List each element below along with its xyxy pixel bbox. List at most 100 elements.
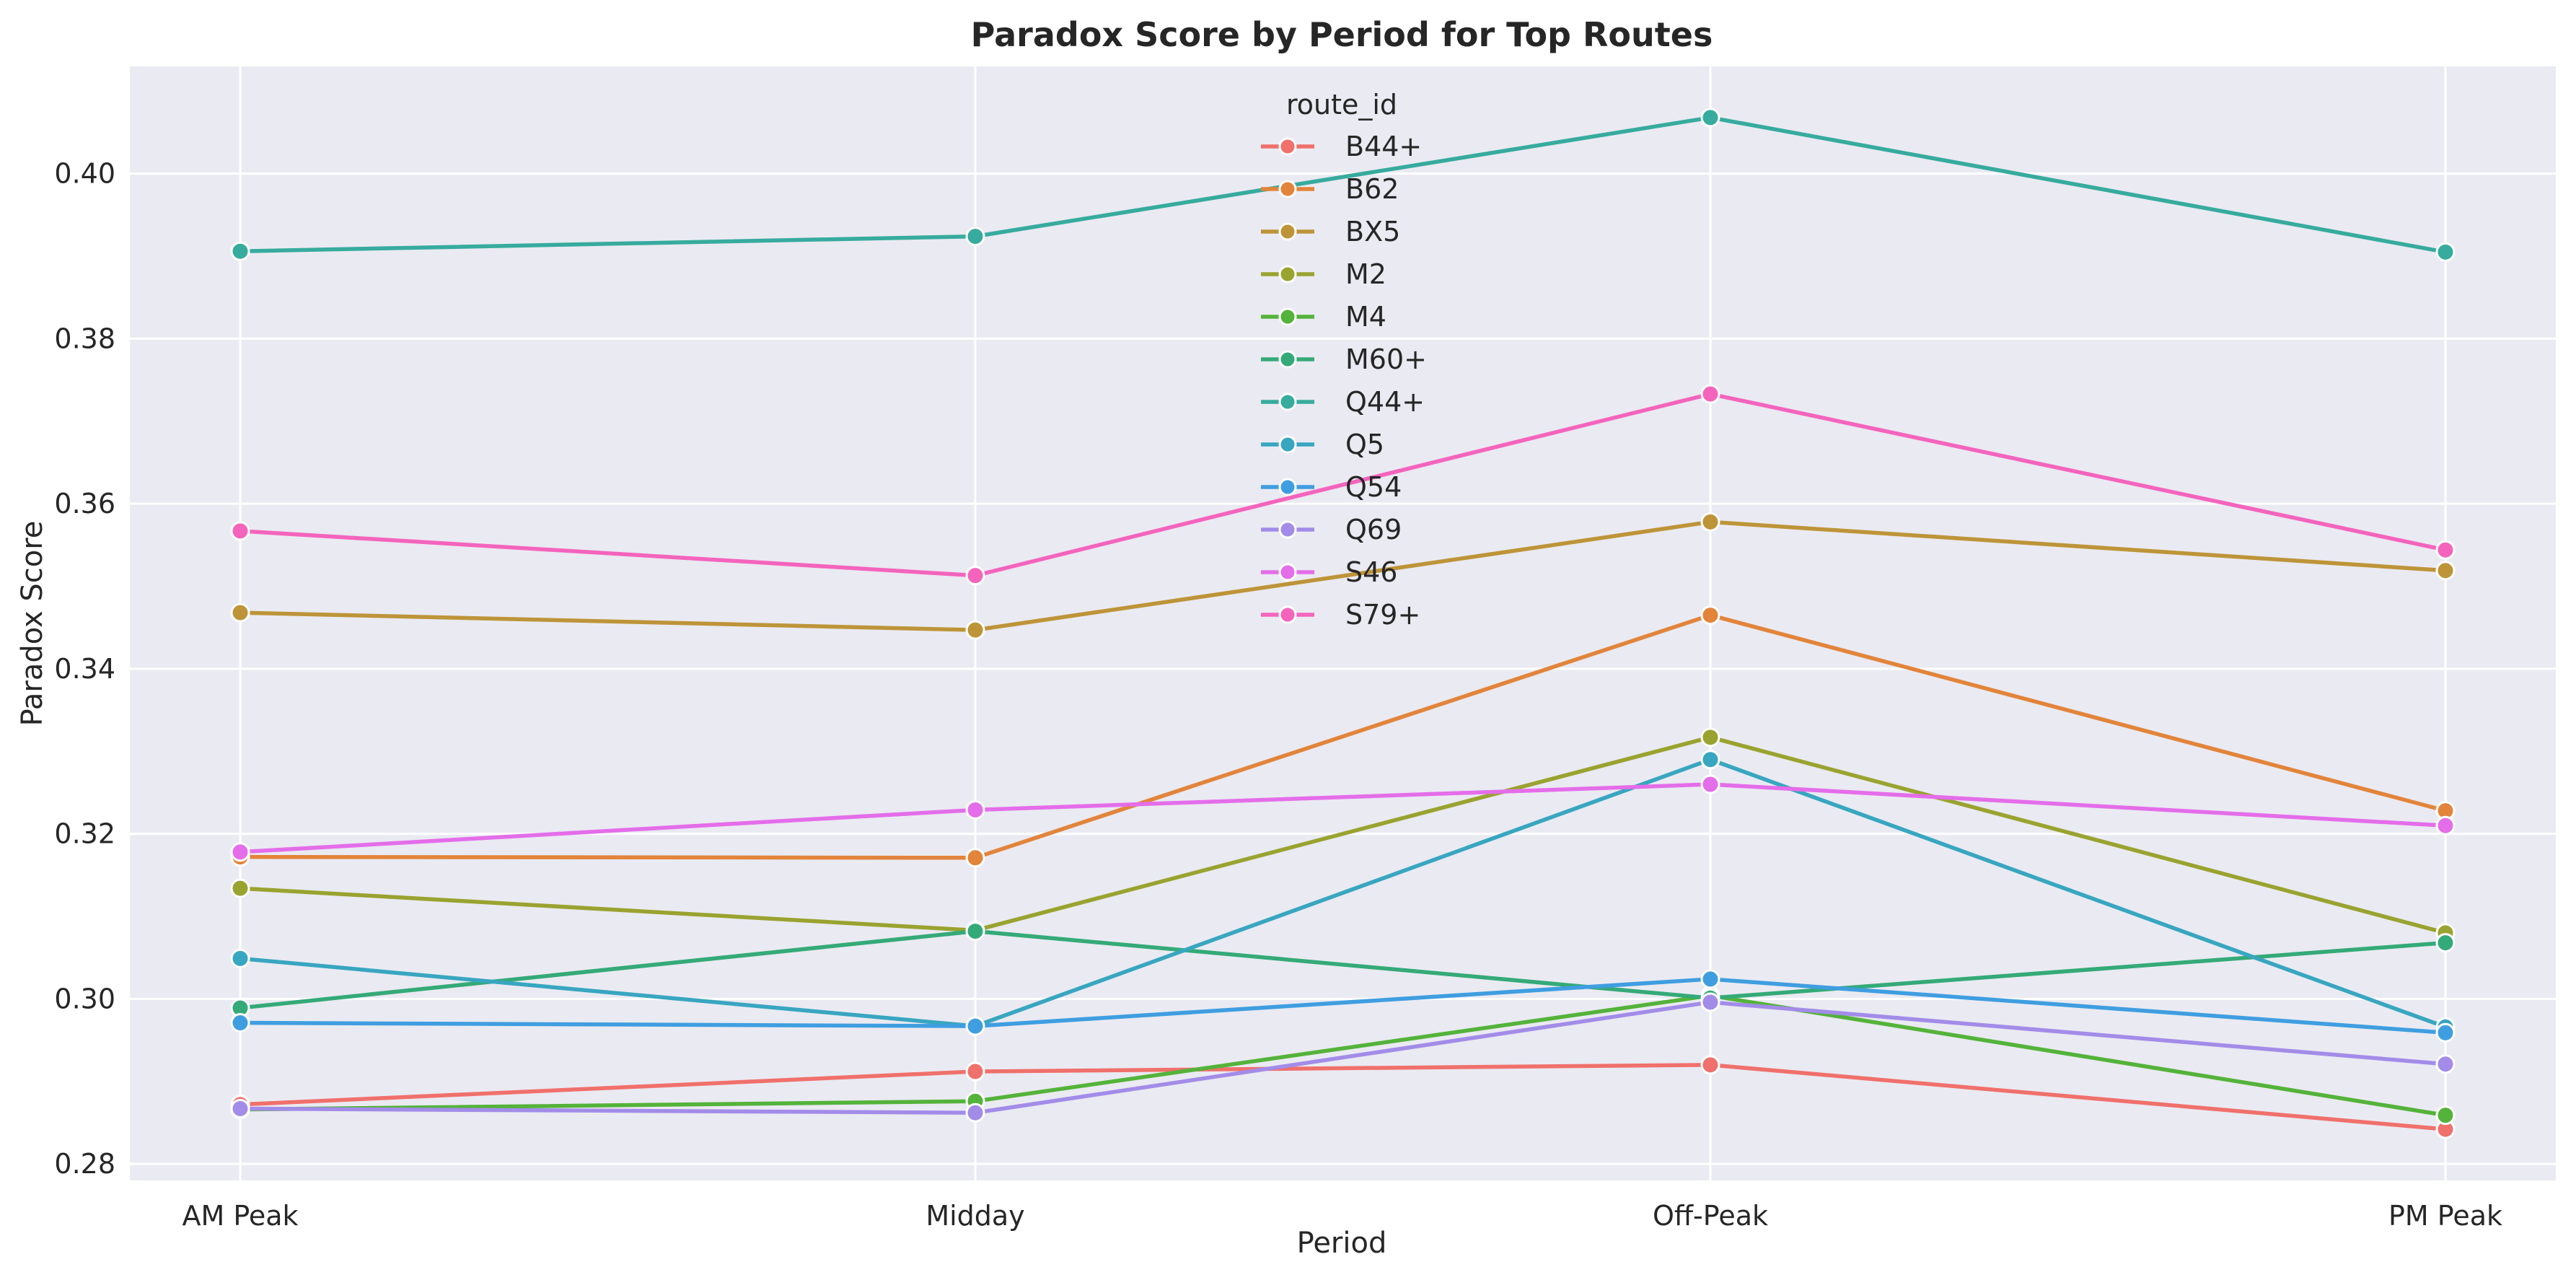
data-point (1700, 512, 1720, 532)
y-tick-label: 0.30 (54, 983, 115, 1014)
legend: route_id B44+ B62 BX5 M2 M4 M60+ Q44+ Q5 Q54 Q69 S… (1261, 89, 1427, 631)
data-point (965, 1016, 985, 1036)
legend-title: route_id (1286, 89, 1397, 120)
legend-label: S79+ (1345, 599, 1420, 631)
legend-item: S79+ (1261, 599, 1420, 631)
data-point (2435, 242, 2456, 262)
legend-item: B44+ (1261, 131, 1422, 162)
data-point (2435, 540, 2456, 560)
data-point (965, 1103, 985, 1123)
legend-item: Q54 (1261, 471, 1402, 503)
data-point (965, 620, 985, 640)
data-point (965, 921, 985, 942)
series-lines (230, 108, 2456, 1139)
data-point (1700, 774, 1720, 794)
legend-item: Q5 (1261, 429, 1384, 460)
legend-label: Q5 (1345, 429, 1384, 460)
data-point (2435, 933, 2456, 953)
legend-item: BX5 (1261, 216, 1400, 247)
legend-label: B62 (1345, 173, 1399, 205)
legend-label: S46 (1345, 556, 1397, 588)
legend-swatch-marker (1278, 478, 1297, 496)
data-point (2435, 1054, 2456, 1074)
legend-item: Q44+ (1261, 386, 1425, 418)
data-point (230, 241, 250, 261)
data-point (2435, 1022, 2456, 1043)
chart-title: Paradox Score by Period for Top Routes (971, 15, 1713, 54)
legend-swatch-marker (1278, 435, 1297, 454)
legend-label: Q69 (1345, 514, 1402, 545)
legend-swatch-marker (1278, 350, 1297, 369)
data-point (1700, 969, 1720, 989)
data-point (230, 1098, 250, 1118)
series-q44- (230, 108, 2456, 262)
series-line (238, 782, 2448, 854)
data-point (230, 521, 250, 541)
series-line (238, 735, 2448, 935)
x-axis-ticks: AM Peak Midday Off-Peak PM Peak (182, 1200, 2502, 1232)
legend-swatch-marker (1278, 520, 1297, 539)
x-tick-label: Midday (926, 1200, 1024, 1232)
data-point (2435, 1105, 2456, 1126)
data-point (2435, 815, 2456, 836)
legend-item: S46 (1261, 556, 1397, 588)
series-line (238, 757, 2448, 1030)
y-tick-label: 0.28 (54, 1148, 115, 1180)
legend-swatch-marker (1278, 137, 1297, 156)
data-point (230, 948, 250, 968)
data-point (1700, 750, 1720, 770)
legend-swatch-marker (1278, 307, 1297, 326)
data-point (1700, 727, 1720, 748)
legend-swatch-marker (1278, 265, 1297, 284)
y-tick-label: 0.32 (54, 818, 115, 850)
series-s79- (230, 384, 2456, 586)
series-s46 (230, 774, 2456, 862)
legend-item: B62 (1261, 173, 1399, 205)
legend-label: M4 (1345, 301, 1386, 333)
data-point (230, 878, 250, 898)
x-tick-label: Off-Peak (1653, 1200, 1768, 1232)
legend-label: M2 (1345, 258, 1386, 290)
data-point (1700, 1055, 1720, 1075)
legend-label: M60+ (1345, 343, 1427, 375)
x-tick-label: PM Peak (2388, 1200, 2502, 1232)
y-tick-label: 0.38 (54, 323, 115, 354)
series-q69 (230, 992, 2456, 1123)
plot-area (130, 66, 2556, 1180)
data-point (965, 566, 985, 586)
series-line (238, 929, 2448, 1010)
data-point (1700, 605, 1720, 626)
y-axis-ticks: 0.28 0.30 0.32 0.34 0.36 0.38 0.40 (54, 158, 115, 1180)
data-point (1700, 108, 1720, 128)
data-point (230, 1013, 250, 1033)
series-line (238, 392, 2448, 578)
legend-swatch-marker (1278, 180, 1297, 198)
legend-item: Q69 (1261, 514, 1402, 545)
data-point (1700, 992, 1720, 1012)
x-axis-label: Period (1297, 1227, 1387, 1260)
legend-label: B44+ (1345, 131, 1422, 162)
data-point (965, 227, 985, 247)
series-line (238, 520, 2448, 632)
legend-swatch-marker (1278, 563, 1297, 582)
legend-swatch-marker (1278, 222, 1297, 241)
series-line (238, 994, 2448, 1118)
data-point (230, 602, 250, 623)
y-tick-label: 0.40 (54, 158, 115, 190)
data-point (965, 1061, 985, 1082)
data-point (1700, 384, 1720, 404)
legend-item: M60+ (1261, 343, 1427, 375)
legend-label: BX5 (1345, 216, 1400, 247)
legend-label: Q44+ (1345, 386, 1425, 418)
series-line (238, 613, 2448, 860)
legend-item: M4 (1261, 301, 1386, 333)
data-point (965, 848, 985, 868)
series-line (238, 977, 2448, 1035)
x-tick-label: AM Peak (182, 1200, 298, 1232)
data-point (230, 842, 250, 862)
legend-swatch-marker (1278, 393, 1297, 411)
legend-swatch-marker (1278, 605, 1297, 624)
data-point (2435, 561, 2456, 581)
series-line (238, 1000, 2448, 1115)
legend-item: M2 (1261, 258, 1386, 290)
